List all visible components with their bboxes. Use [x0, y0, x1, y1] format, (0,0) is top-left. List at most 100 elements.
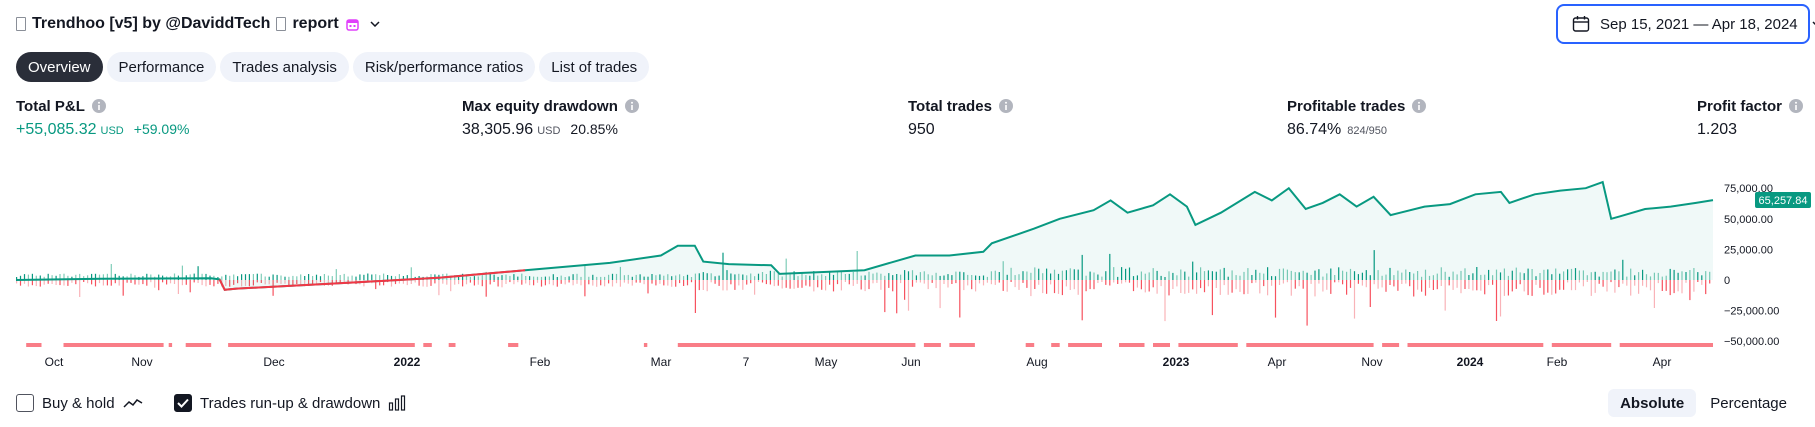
drawdown-bar — [1385, 280, 1387, 292]
runup-bar — [1527, 268, 1529, 280]
runup-bar — [1085, 275, 1087, 280]
drawdown-bar — [1468, 280, 1470, 289]
runup-bar — [840, 270, 842, 280]
mode-absolute[interactable]: Absolute — [1608, 389, 1697, 417]
drawdown-bar — [142, 280, 144, 285]
runup-bar — [1334, 275, 1336, 280]
runup-bar — [1464, 268, 1466, 280]
info-icon[interactable] — [1788, 98, 1804, 114]
runup-bar — [221, 276, 223, 280]
strategy-title[interactable]: Trendhoo [v5] by @DaviddTech report — [16, 14, 382, 34]
runup-bar — [706, 273, 708, 280]
buy-hold-checkbox[interactable] — [16, 394, 34, 412]
runup-bar — [986, 276, 988, 280]
metric-percent: +59.09% — [133, 121, 190, 137]
tab-performance[interactable]: Performance — [106, 52, 217, 82]
info-icon[interactable] — [1411, 98, 1427, 114]
x-tick-label: Nov — [131, 355, 152, 369]
drawdown-bar — [1499, 280, 1502, 317]
tab-overview[interactable]: Overview — [16, 52, 103, 82]
drawdown-bar — [1034, 280, 1036, 289]
checkmark-icon — [177, 398, 189, 408]
drawdown-bar — [773, 280, 775, 287]
runup-bar — [1073, 269, 1075, 280]
runup-bar — [458, 276, 460, 280]
runup-bar — [1626, 276, 1628, 280]
drawdown-bar — [1476, 280, 1478, 291]
metric-value: 38,305.96 — [462, 121, 534, 138]
drawdown-bar — [746, 280, 748, 285]
tab-risk-performance-ratios[interactable]: Risk/performance ratios — [352, 52, 536, 82]
runup-bar — [505, 274, 507, 280]
buy-hold-label: Buy & hold — [42, 394, 115, 412]
runup-bar — [1357, 274, 1359, 280]
drawdown-bar — [750, 280, 752, 284]
info-icon[interactable] — [624, 98, 640, 114]
drawdown-bar — [31, 280, 33, 286]
runup-bar — [1677, 272, 1679, 280]
metric-unit: USD — [537, 125, 561, 137]
runup-bar — [398, 274, 400, 280]
drawdown-bar — [1452, 280, 1454, 290]
report-header: Trendhoo [v5] by @DaviddTech report Sep … — [0, 0, 1815, 48]
runup-bar — [1705, 271, 1707, 280]
runup-bar — [1456, 274, 1458, 280]
runup-bar — [367, 273, 369, 280]
runup-bar — [540, 276, 543, 280]
drawdown-bar — [904, 280, 906, 300]
drawdown-bar — [1050, 280, 1052, 285]
trades-runup-drawdown-toggle[interactable]: Trades run-up & drawdown — [174, 394, 406, 412]
drawdown-bar — [1413, 280, 1415, 297]
drawdown-bar — [856, 280, 858, 284]
drawdown-bar — [284, 280, 286, 284]
drawdown-bar — [615, 280, 618, 284]
runup-bar — [193, 273, 195, 280]
runup-bar — [462, 273, 464, 280]
y-tick-label: 0 — [1724, 275, 1730, 287]
tab-list-of-trades[interactable]: List of trades — [539, 52, 650, 82]
calendar-badge-icon[interactable] — [345, 17, 360, 32]
chevron-down-icon[interactable] — [368, 17, 382, 31]
runup-bar — [884, 275, 886, 280]
drawdown-strip-segment — [1119, 343, 1145, 347]
runup-bar — [1346, 271, 1348, 280]
runup-bar — [473, 276, 475, 280]
runup-bar — [1436, 273, 1438, 280]
runup-bar — [536, 276, 539, 280]
runup-bar — [663, 275, 665, 280]
runup-bar — [1515, 267, 1517, 280]
drawdown-bar — [1357, 280, 1359, 284]
equity-chart[interactable]: 75,000.00 50,000.00 25,000.00 0 −25,000.00 −5… — [0, 170, 1815, 380]
drawdown-bar — [1073, 280, 1075, 290]
drawdown-bar — [1176, 280, 1178, 287]
drawdown-bar — [1113, 280, 1115, 283]
drawdown-bar — [1417, 280, 1419, 290]
trades-runup-drawdown-checkbox[interactable] — [174, 394, 192, 412]
runup-bar — [1053, 269, 1056, 280]
drawdown-bar — [75, 280, 77, 285]
date-range-picker[interactable]: Sep 15, 2021 — Apr 18, 2024 — [1556, 4, 1815, 44]
drawdown-strip-segment — [26, 343, 42, 347]
drawdown-bar — [1480, 280, 1482, 291]
runup-bar — [331, 276, 333, 280]
runup-bar — [623, 275, 625, 280]
buy-hold-toggle[interactable]: Buy & hold — [16, 394, 143, 412]
runup-bar — [1365, 270, 1367, 280]
drawdown-bar — [430, 280, 432, 286]
drawdown-bar — [233, 280, 235, 285]
mode-percentage[interactable]: Percentage — [1710, 394, 1787, 412]
runup-bar — [1239, 275, 1241, 280]
runup-bar — [919, 272, 921, 280]
runup-bar — [517, 276, 519, 280]
drawdown-bar — [1421, 280, 1423, 292]
runup-bar — [319, 276, 322, 280]
drawdown-bar — [1594, 280, 1596, 293]
info-icon[interactable] — [998, 98, 1014, 114]
tab-trades-analysis[interactable]: Trades analysis — [220, 52, 349, 82]
equity-chart-svg[interactable]: 75,000.0050,000.0025,000.000−25,000.00−5… — [0, 170, 1815, 380]
info-icon[interactable] — [91, 98, 107, 114]
runup-bar — [1385, 274, 1387, 280]
drawdown-bar — [1342, 280, 1344, 285]
runup-bar — [971, 275, 973, 280]
drawdown-bar — [742, 280, 744, 290]
